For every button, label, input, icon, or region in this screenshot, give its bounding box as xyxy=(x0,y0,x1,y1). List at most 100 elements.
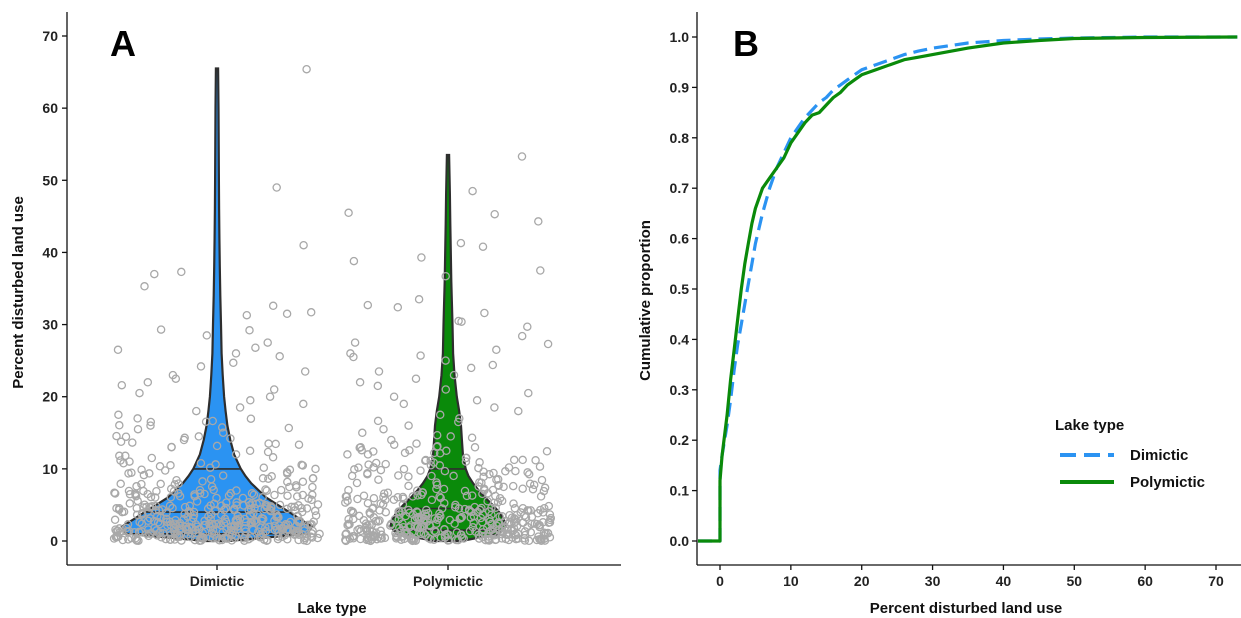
jitter-point xyxy=(315,529,324,539)
jitter-point xyxy=(270,490,279,500)
ecdf-line-dimictic xyxy=(698,35,1238,543)
jitter-point xyxy=(268,301,278,311)
jitter-point xyxy=(376,465,386,475)
jitter-point xyxy=(341,498,350,507)
y-tick-label: 40 xyxy=(42,244,58,260)
y-tick-label: 0.2 xyxy=(670,432,690,448)
jitter-point xyxy=(207,482,217,491)
jitter-point xyxy=(286,517,295,527)
jitter-point xyxy=(192,497,202,506)
jitter-point xyxy=(464,505,474,514)
jitter-point xyxy=(162,514,171,523)
jitter-point xyxy=(397,507,407,516)
jitter-point xyxy=(135,517,144,527)
jitter-point xyxy=(344,208,353,218)
panel-a: 0 10 20 30 40 50 60 70 Dimictic Polymictic A Perc… xyxy=(10,12,621,617)
jitter-point xyxy=(245,500,255,510)
jitter-point xyxy=(456,530,466,539)
jitter-point xyxy=(137,527,147,536)
jitter-point xyxy=(132,503,142,513)
jitter-point xyxy=(460,504,470,514)
jitter-point xyxy=(495,493,505,503)
x-axis-title-a: Lake type xyxy=(297,600,366,617)
jitter-point xyxy=(226,434,235,443)
jitter-point xyxy=(514,406,523,416)
jitter-point xyxy=(116,437,126,447)
jitter-point xyxy=(349,256,359,266)
jitter-point xyxy=(379,492,388,502)
jitter-point xyxy=(245,326,254,335)
jitter-point xyxy=(540,503,549,513)
jitter-point xyxy=(343,496,352,506)
jitter-point xyxy=(290,505,300,515)
jitter-point xyxy=(117,380,127,390)
jitter-point xyxy=(545,510,555,519)
jitter-point xyxy=(231,515,241,525)
jitter-point xyxy=(509,455,519,465)
jitter-point xyxy=(432,430,442,440)
jitter-point xyxy=(302,64,311,74)
jitter-point xyxy=(404,481,413,491)
jitter-point xyxy=(235,403,245,412)
legend-label-dimictic: Dimictic xyxy=(1130,447,1188,464)
jitter-point xyxy=(118,535,128,545)
jitter-point xyxy=(491,503,500,512)
jitter-point xyxy=(268,453,278,462)
y-tick-label: 0.4 xyxy=(670,331,690,347)
jitter-point xyxy=(441,356,450,365)
jitter-point xyxy=(142,502,151,512)
jitter-point xyxy=(119,459,128,468)
jitter-point xyxy=(509,499,518,508)
jitter-point xyxy=(517,152,527,161)
jitter-point xyxy=(361,519,371,528)
jitter-point xyxy=(416,351,425,360)
jitter-point xyxy=(246,414,256,423)
jitter-point xyxy=(192,406,201,416)
jitter-point xyxy=(143,378,153,387)
jitter-point xyxy=(230,521,240,530)
jitter-point xyxy=(479,484,489,494)
jitter-point xyxy=(490,209,499,219)
jitter-point xyxy=(546,513,556,523)
jitter-point xyxy=(369,493,379,503)
jitter-point xyxy=(511,530,521,540)
jitter-point xyxy=(231,349,241,358)
jitter-point xyxy=(308,474,318,483)
jitter-point xyxy=(446,432,455,441)
jitter-point xyxy=(156,325,166,334)
jitter-point xyxy=(278,532,287,541)
jitter-point xyxy=(157,533,166,542)
jitter-point xyxy=(207,528,217,538)
jitter-point xyxy=(166,493,176,502)
jitter-point xyxy=(492,345,501,355)
y-tick-label: 0.7 xyxy=(670,180,690,196)
jitter-point xyxy=(114,410,123,420)
jitter-point xyxy=(189,507,199,517)
jitter-point xyxy=(462,491,472,501)
jitter-point xyxy=(212,441,222,451)
jitter-point xyxy=(421,455,431,465)
jitter-point xyxy=(429,535,439,544)
jitter-point xyxy=(127,468,136,477)
jitter-point xyxy=(493,497,503,507)
jitter-point xyxy=(536,266,545,275)
jitter-point xyxy=(246,518,256,528)
jitter-point xyxy=(259,514,268,524)
jitter-point xyxy=(538,518,548,527)
jitter-point xyxy=(218,471,228,480)
jitter-point xyxy=(494,480,503,490)
jitter-point xyxy=(383,488,393,497)
jitter-point xyxy=(352,478,362,488)
jitter-point xyxy=(147,453,157,463)
jitter-point xyxy=(345,520,354,529)
jitter-point xyxy=(475,505,485,515)
jitter-point xyxy=(470,443,480,452)
jitter-point xyxy=(534,217,543,226)
jitter-point xyxy=(461,457,471,466)
jitter-point xyxy=(488,360,498,370)
jitter-point xyxy=(413,491,422,500)
jitter-point xyxy=(442,446,451,456)
violin-polymictic xyxy=(389,153,507,543)
jitter-point xyxy=(260,504,269,514)
jitter-point xyxy=(285,482,294,492)
